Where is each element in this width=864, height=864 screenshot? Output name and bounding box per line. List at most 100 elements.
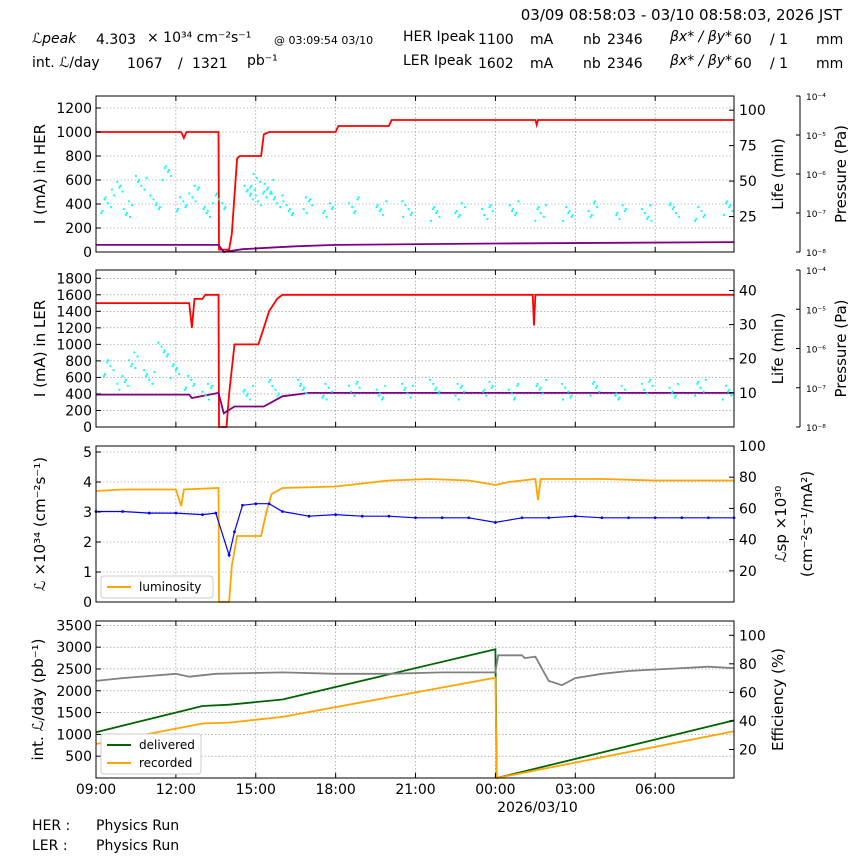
pressure-point xyxy=(702,215,705,218)
pressure-point xyxy=(330,208,334,211)
pressure-point xyxy=(258,180,262,183)
pressure-point xyxy=(516,384,519,387)
ytick-right-label: 20 xyxy=(739,742,757,758)
pressure-point xyxy=(347,384,351,387)
pressure-point xyxy=(381,213,385,217)
pressure-tick-label: 10⁻⁷ xyxy=(806,210,826,220)
ytick-right-label: 40 xyxy=(739,283,757,299)
pressure-point xyxy=(462,390,466,393)
pressure-point xyxy=(253,188,256,191)
pressure-point xyxy=(729,204,732,207)
pressure-point xyxy=(678,215,681,218)
pressure-point xyxy=(162,351,165,354)
pressure-point xyxy=(728,206,731,209)
pressure-point xyxy=(671,390,674,393)
pressure-point xyxy=(567,390,570,393)
ytick-left-label: 2000 xyxy=(56,684,92,700)
pressure-point xyxy=(263,190,266,193)
pressure-point xyxy=(490,386,493,389)
pressure-point xyxy=(243,184,246,187)
ytick-right-label: 40 xyxy=(739,533,757,549)
pressure-point xyxy=(134,174,138,178)
pressure-point xyxy=(511,208,515,211)
pressure-point xyxy=(570,215,573,218)
pressure-point xyxy=(730,394,733,397)
pressure-point xyxy=(206,209,209,213)
her-nb-value: 2346 xyxy=(607,32,643,48)
pressure-point xyxy=(536,208,539,211)
pressure-point xyxy=(269,378,272,381)
intl-unit: pb⁻¹ xyxy=(247,53,278,69)
xtick-label: 21:00 xyxy=(395,782,435,798)
pressure-point xyxy=(437,392,440,395)
pressure-point xyxy=(205,211,208,215)
ytick-left-label: 400 xyxy=(65,387,92,403)
pressure-point xyxy=(539,386,542,389)
ytick-left-label: 1 xyxy=(83,565,92,581)
pressure-point xyxy=(403,388,406,391)
life-line xyxy=(96,391,734,415)
ytick-right-label: 100 xyxy=(739,103,766,119)
pressure-point xyxy=(402,215,405,218)
pressure-point xyxy=(355,382,358,385)
pressure-point xyxy=(201,390,204,393)
plot-frame-1 xyxy=(95,269,735,428)
pressure-point xyxy=(325,398,328,401)
pressure-point xyxy=(401,382,404,385)
pressure-point xyxy=(695,217,698,220)
pressure-point xyxy=(721,398,724,401)
pressure-point xyxy=(560,382,564,385)
pressure-point xyxy=(123,380,126,383)
pressure-point xyxy=(133,351,136,354)
pressure-point xyxy=(248,398,252,401)
pressure-point xyxy=(177,372,181,376)
her-status-value: Physics Run xyxy=(96,818,180,834)
pressure-point xyxy=(164,165,167,168)
ytick-left-label: 0 xyxy=(83,245,92,261)
ytick-right-label: 25 xyxy=(739,210,757,226)
pressure-point xyxy=(621,204,624,207)
pressure-point xyxy=(671,208,674,211)
pressure-point xyxy=(144,374,148,378)
pressure-point xyxy=(561,398,565,401)
current-line xyxy=(96,119,734,251)
pressure-point xyxy=(433,206,436,209)
pressure-point xyxy=(700,209,703,213)
pressure-point xyxy=(122,208,125,211)
xtick-label: 12:00 xyxy=(156,782,196,798)
pressure-point xyxy=(271,384,274,387)
pressure-point xyxy=(670,392,673,395)
pressure-point xyxy=(378,392,381,395)
pressure-point xyxy=(193,184,196,187)
pressure-point xyxy=(594,386,598,389)
pressure-point xyxy=(287,209,290,213)
pressure-point xyxy=(101,209,104,213)
pressure-point xyxy=(488,380,491,383)
pressure-point xyxy=(291,211,295,215)
pressure-point xyxy=(184,206,187,209)
pressure-point xyxy=(536,382,539,385)
pressure-point xyxy=(515,211,518,215)
pressure-point xyxy=(148,378,151,381)
pressure-point xyxy=(567,211,570,215)
pressure-point xyxy=(482,390,485,393)
pressure-point xyxy=(459,386,462,389)
pressure-point xyxy=(724,384,728,387)
pressure-point xyxy=(215,192,218,195)
ytick-right-label: 100 xyxy=(739,628,766,644)
her-beta-y: / 1 xyxy=(770,32,789,48)
pressure-point xyxy=(110,188,114,191)
pressure-point xyxy=(534,219,537,222)
pressure-point xyxy=(140,184,143,187)
pressure-point xyxy=(356,198,359,201)
pressure-tick-label: 10⁻⁶ xyxy=(806,346,826,356)
ytick-left-label: 1200 xyxy=(56,101,92,117)
pressure-point xyxy=(183,388,187,391)
pressure-tick-label: 10⁻⁴ xyxy=(806,267,826,277)
pressure-point xyxy=(272,198,275,201)
pressure-point xyxy=(124,378,127,381)
pressure-point xyxy=(224,206,227,209)
pressure-point xyxy=(272,178,275,181)
lpeak-value: 4.303 xyxy=(96,32,137,48)
pressure-point xyxy=(694,394,697,397)
